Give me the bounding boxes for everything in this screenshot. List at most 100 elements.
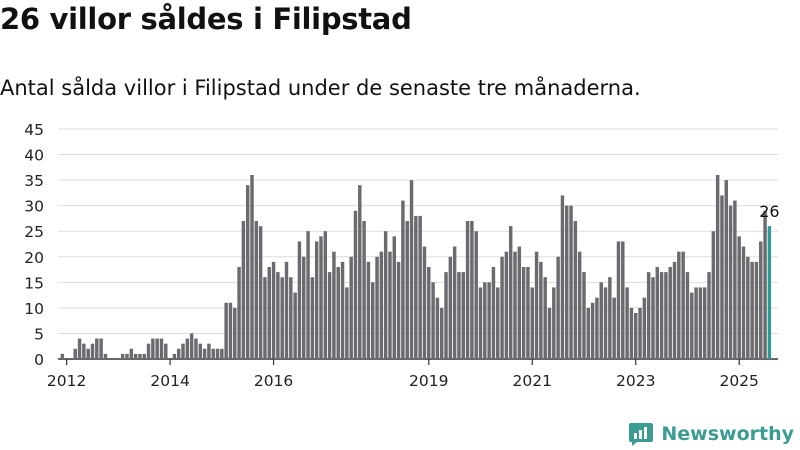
bar [155,338,159,359]
bar [284,261,289,359]
bar [526,267,530,359]
y-tick-label: 15 [24,274,44,292]
bar [552,287,556,359]
bar [194,338,198,359]
bar [60,353,65,359]
bar [677,251,681,359]
bar [345,287,349,359]
bar [422,246,427,359]
bar [733,200,737,359]
bar [608,277,612,359]
bar [327,272,332,359]
bar [694,287,698,359]
bar [349,256,353,359]
bar [741,246,746,359]
bar [151,338,155,359]
x-tick-label: 2016 [254,372,293,390]
bar [138,353,142,359]
bar [276,272,280,359]
bar [504,251,509,359]
bar [487,282,491,359]
bar [560,195,565,359]
bar [306,231,310,359]
bar [629,307,634,359]
newsworthy-brand[interactable]: Newsworthy [628,419,794,449]
bar [323,231,328,359]
bar [483,282,487,359]
bar [379,251,384,359]
bar [452,246,457,359]
bar [258,226,263,359]
bar [500,256,504,359]
bar [724,180,728,359]
bars-layer [60,175,772,359]
bar [569,205,573,359]
bar [220,348,224,359]
bar [215,348,220,359]
bar [646,272,651,359]
bar [491,267,496,359]
bar [164,343,168,359]
bar [586,307,591,359]
bar [698,287,703,359]
bar [763,210,767,359]
bar [77,338,82,359]
bar [86,348,90,359]
y-tick-label: 5 [34,325,44,343]
bar [250,175,254,359]
bar [664,272,668,359]
bar [746,256,750,359]
bar [396,261,401,359]
y-tick-label: 35 [24,172,44,190]
bar [254,221,259,359]
bar [237,267,241,359]
bar [577,251,582,359]
bar [414,215,418,359]
x-tick-label: 2025 [719,372,758,390]
bar [547,307,552,359]
bar [418,215,422,359]
chart-title: 26 villor såldes i Filipstad [0,2,412,36]
bar [470,221,474,359]
bar [120,353,125,359]
bar [366,261,371,359]
bar [642,297,647,359]
bar [185,338,190,359]
bar [289,277,293,359]
y-tick-label: 25 [24,223,44,241]
bar [496,287,500,359]
bar [211,348,215,359]
bar [474,231,478,359]
bar [478,287,483,359]
bar [90,343,95,359]
bar [681,251,685,359]
bar [133,353,138,359]
y-tick-label: 30 [24,198,44,216]
bar [435,297,440,359]
bar [638,307,642,359]
x-tick-label: 2021 [513,372,552,390]
bar [655,267,660,359]
bar [392,236,397,359]
highlight-value-label: 26 [759,202,779,221]
bar [750,261,754,359]
y-tick-label: 20 [24,249,44,267]
bar [245,185,250,359]
bar [517,246,522,359]
bar [142,353,146,359]
bar [448,256,453,359]
bar [82,343,86,359]
y-tick-label: 40 [24,147,44,165]
bar [340,261,345,359]
bar [711,231,716,359]
bar [362,221,366,359]
brand-name: Newsworthy [661,423,794,445]
bar [302,256,306,359]
bar [95,338,99,359]
x-tick-label: 2019 [409,372,448,390]
bar [685,272,690,359]
bar [172,353,177,359]
bar [690,292,694,359]
bar [202,348,207,359]
bar [565,205,569,359]
